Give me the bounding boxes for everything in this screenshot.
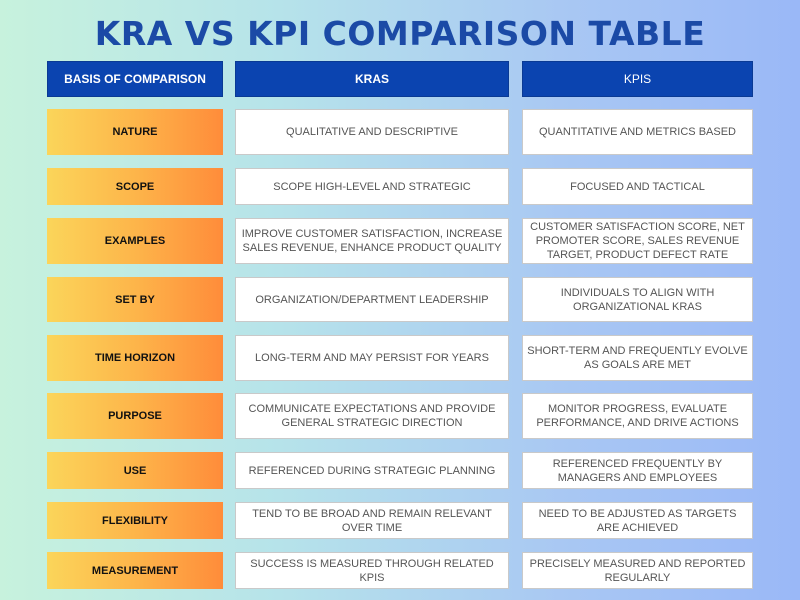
row-label: TIME HORIZON [47, 335, 223, 381]
kpi-cell: MONITOR PROGRESS, EVALUATE PERFORMANCE, … [522, 393, 753, 439]
kpi-cell: CUSTOMER SATISFACTION SCORE, NET PROMOTE… [522, 218, 753, 264]
row-label: USE [47, 452, 223, 489]
table-row: PURPOSE COMMUNICATE EXPECTATIONS AND PRO… [0, 393, 800, 439]
table-row: MEASUREMENT SUCCESS IS MEASURED THROUGH … [0, 552, 800, 589]
kra-cell: SUCCESS IS MEASURED THROUGH RELATED KPIS [235, 552, 509, 589]
page-title: KRA VS KPI COMPARISON TABLE [94, 14, 706, 53]
row-label: SET BY [47, 277, 223, 322]
header-kpis: KPIS [522, 61, 753, 97]
row-label: SCOPE [47, 168, 223, 205]
row-label: NATURE [47, 109, 223, 155]
kpi-cell: SHORT-TERM AND FREQUENTLY EVOLVE AS GOAL… [522, 335, 753, 381]
table-row: SCOPE SCOPE HIGH-LEVEL AND STRATEGIC FOC… [0, 168, 800, 205]
table-row: USE REFERENCED DURING STRATEGIC PLANNING… [0, 452, 800, 489]
row-label: EXAMPLES [47, 218, 223, 264]
kra-cell: REFERENCED DURING STRATEGIC PLANNING [235, 452, 509, 489]
kra-cell: LONG-TERM AND MAY PERSIST FOR YEARS [235, 335, 509, 381]
row-label: PURPOSE [47, 393, 223, 439]
kra-cell: SCOPE HIGH-LEVEL AND STRATEGIC [235, 168, 509, 205]
header-basis-of-comparison: BASIS OF COMPARISON [47, 61, 223, 97]
kra-cell: IMPROVE CUSTOMER SATISFACTION, INCREASE … [235, 218, 509, 264]
row-label: MEASUREMENT [47, 552, 223, 589]
kpi-cell: INDIVIDUALS TO ALIGN WITH ORGANIZATIONAL… [522, 277, 753, 322]
kra-cell: QUALITATIVE AND DESCRIPTIVE [235, 109, 509, 155]
kpi-cell: FOCUSED AND TACTICAL [522, 168, 753, 205]
table-row: FLEXIBILITY TEND TO BE BROAD AND REMAIN … [0, 502, 800, 539]
kpi-cell: REFERENCED FREQUENTLY BY MANAGERS AND EM… [522, 452, 753, 489]
row-label: FLEXIBILITY [47, 502, 223, 539]
table-row: EXAMPLES IMPROVE CUSTOMER SATISFACTION, … [0, 218, 800, 264]
kra-cell: TEND TO BE BROAD AND REMAIN RELEVANT OVE… [235, 502, 509, 539]
table-row: SET BY ORGANIZATION/DEPARTMENT LEADERSHI… [0, 277, 800, 322]
kra-cell: COMMUNICATE EXPECTATIONS AND PROVIDE GEN… [235, 393, 509, 439]
kpi-cell: NEED TO BE ADJUSTED AS TARGETS ARE ACHIE… [522, 502, 753, 539]
header-kras: KRAS [235, 61, 509, 97]
table-row: TIME HORIZON LONG-TERM AND MAY PERSIST F… [0, 335, 800, 381]
kra-cell: ORGANIZATION/DEPARTMENT LEADERSHIP [235, 277, 509, 322]
kpi-cell: QUANTITATIVE AND METRICS BASED [522, 109, 753, 155]
table-row: NATURE QUALITATIVE AND DESCRIPTIVE QUANT… [0, 109, 800, 155]
kpi-cell: PRECISELY MEASURED AND REPORTED REGULARL… [522, 552, 753, 589]
